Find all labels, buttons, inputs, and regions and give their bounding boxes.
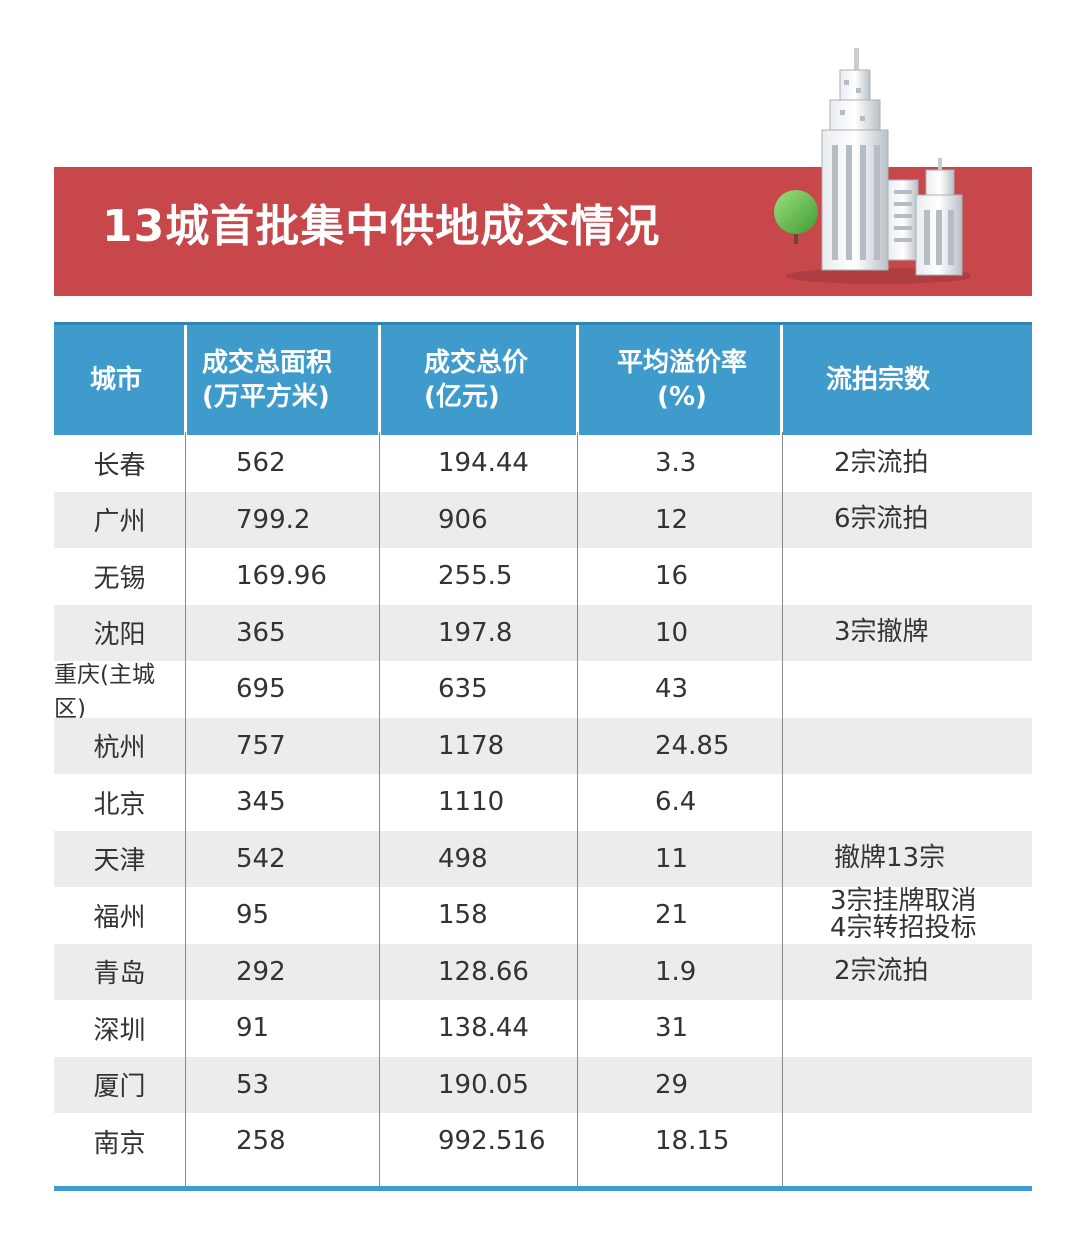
- page-title: 13城首批集中供地成交情况: [102, 201, 661, 252]
- cell-premium: 29: [655, 1069, 689, 1100]
- table-row: 厦门 53 190.05 29: [54, 1056, 1032, 1113]
- cell-area: 292: [236, 956, 286, 987]
- cell-premium: 31: [655, 1013, 689, 1044]
- cell-city: 青岛: [93, 959, 146, 990]
- land-sale-table: 城市 成交总面积 (万平方米) 成交总价 (亿元) 平均溢价率 (%) 流拍宗数…: [54, 322, 1032, 1170]
- header-area: 成交总面积 (万平方米): [202, 348, 333, 412]
- cell-price: 906: [438, 504, 488, 535]
- cell-city: 长春: [93, 450, 146, 481]
- cell-city: 沈阳: [93, 620, 146, 651]
- cell-premium: 12: [655, 504, 689, 535]
- cell-price: 158: [438, 900, 488, 931]
- cell-price: 1110: [438, 787, 505, 818]
- cell-city: 福州: [93, 902, 146, 933]
- cell-price: 255.5: [438, 561, 513, 592]
- cell-failed-note: 2宗流拍: [834, 447, 929, 478]
- cell-area: 695: [236, 674, 286, 705]
- cell-price: 194.44: [438, 448, 529, 479]
- cell-city: 南京: [93, 1128, 146, 1159]
- cell-failed-note: 3宗挂牌取消 4宗转招投标: [830, 886, 977, 944]
- cell-price: 498: [438, 843, 488, 874]
- cell-price: 992.516: [438, 1126, 546, 1157]
- table-row: 青岛 292 128.66 1.9 2宗流拍: [54, 943, 1032, 1000]
- cell-price: 635: [438, 674, 488, 705]
- header-premium: 平均溢价率 (%): [616, 348, 747, 412]
- table-row: 长春 562 194.44 3.3 2宗流拍: [54, 435, 1032, 492]
- cell-city: 广州: [93, 507, 146, 538]
- table-bottom-bar: [54, 1186, 1032, 1191]
- cell-price: 128.66: [438, 956, 529, 987]
- cell-area: 258: [236, 1126, 286, 1157]
- table-body: 长春 562 194.44 3.3 2宗流拍 广州 799.2 906 12 6宗流拍 无锡 169.…: [54, 435, 1032, 1170]
- cell-price: 1178: [438, 730, 505, 761]
- cell-premium: 21: [655, 900, 689, 931]
- cell-failed-note: 2宗流拍: [834, 956, 929, 987]
- header-price: 成交总价 (亿元): [424, 348, 529, 412]
- cell-area: 91: [236, 1013, 270, 1044]
- cell-price: 197.8: [438, 617, 513, 648]
- cell-premium: 24.85: [655, 730, 730, 761]
- cell-area: 562: [236, 448, 286, 479]
- cell-city: 重庆(主城区): [54, 662, 155, 723]
- cell-area: 53: [236, 1069, 270, 1100]
- cell-failed-note: 6宗流拍: [834, 504, 929, 535]
- table-row: 南京 258 992.516 18.15: [54, 1113, 1032, 1170]
- table-row: 北京 345 1110 6.4: [54, 774, 1032, 831]
- cell-premium: 10: [655, 617, 689, 648]
- cell-area: 95: [236, 900, 270, 931]
- table-row: 福州 95 158 21 3宗挂牌取消 4宗转招投标: [54, 887, 1032, 944]
- cell-premium: 18.15: [655, 1126, 730, 1157]
- cell-premium: 43: [655, 674, 689, 705]
- cell-area: 799.2: [236, 504, 311, 535]
- table-row: 天津 542 498 11 撤牌13宗: [54, 830, 1032, 887]
- buildings-illustration: [774, 48, 970, 284]
- cell-failed-note: 3宗撤牌: [834, 617, 929, 648]
- cell-failed-note: 撤牌13宗: [834, 843, 946, 874]
- cell-premium: 16: [655, 561, 689, 592]
- cell-price: 138.44: [438, 1013, 529, 1044]
- cell-area: 365: [236, 617, 286, 648]
- table-row: 无锡 169.96 255.5 16: [54, 548, 1032, 605]
- header-failed: 流拍宗数: [826, 365, 931, 395]
- table-row: 沈阳 365 197.8 10 3宗撤牌: [54, 604, 1032, 661]
- cell-city: 杭州: [93, 733, 146, 764]
- cell-city: 北京: [93, 789, 146, 820]
- cell-area: 757: [236, 730, 286, 761]
- table-row: 重庆(主城区) 695 635 43: [54, 661, 1032, 723]
- table-row: 深圳 91 138.44 31: [54, 1000, 1032, 1057]
- cell-area: 169.96: [236, 561, 327, 592]
- cell-premium: 3.3: [655, 448, 697, 479]
- table-row: 杭州 757 1178 24.85: [54, 717, 1032, 774]
- table-header: 城市 成交总面积 (万平方米) 成交总价 (亿元) 平均溢价率 (%) 流拍宗数: [54, 322, 1032, 435]
- cell-price: 190.05: [438, 1069, 529, 1100]
- table-row: 广州 799.2 906 12 6宗流拍: [54, 491, 1032, 548]
- header-city: 城市: [90, 365, 143, 395]
- cell-area: 542: [236, 843, 286, 874]
- cell-premium: 6.4: [655, 787, 697, 818]
- cell-premium: 11: [655, 843, 689, 874]
- cell-city: 厦门: [93, 1072, 146, 1103]
- cell-city: 天津: [93, 846, 146, 877]
- cell-city: 深圳: [93, 1015, 146, 1046]
- cell-premium: 1.9: [655, 956, 697, 987]
- cell-city: 无锡: [93, 563, 146, 594]
- cell-area: 345: [236, 787, 286, 818]
